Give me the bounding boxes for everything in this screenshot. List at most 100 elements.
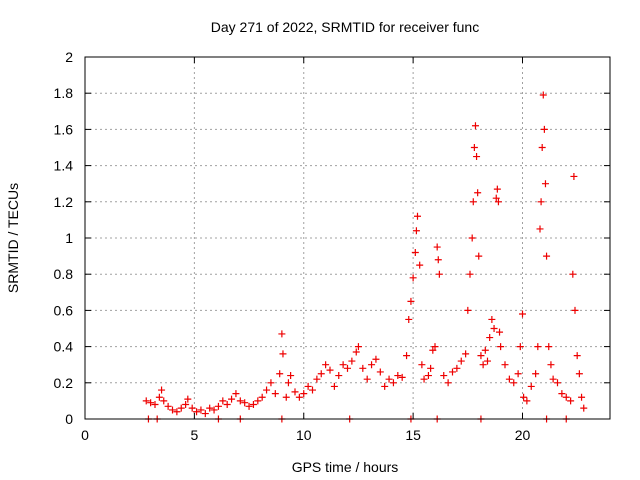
data-point [291,388,299,396]
data-point [534,343,542,351]
data-point [427,364,435,372]
data-point [394,372,402,380]
data-point [496,328,504,336]
y-tick-label: 2 [65,49,73,65]
data-point [440,372,448,380]
data-point [523,397,531,405]
data-point [477,352,485,360]
data-point [245,402,253,410]
data-point [545,343,553,351]
data-point [151,401,159,409]
y-tick-label: 0.4 [54,339,74,355]
plot-frame [84,56,611,420]
x-tick-label: 10 [296,427,312,443]
data-point [473,153,481,161]
data-point [155,393,163,401]
data-point [223,401,231,409]
data-point [177,404,185,412]
data-point [536,225,544,233]
data-point [313,375,321,383]
data-point [505,375,513,383]
y-tick-label: 1.2 [54,194,74,210]
data-point [418,361,426,369]
data-point [444,379,452,387]
data-point [403,352,411,360]
data-point [295,393,303,401]
data-point [407,297,415,305]
data-point [304,382,312,390]
data-point [516,343,524,351]
data-point [210,406,218,414]
data-point [497,343,505,351]
data-point [398,373,406,381]
data-point [519,310,526,318]
data-point [466,270,474,278]
data-point [414,212,421,220]
data-point [547,361,555,369]
data-point [317,370,325,378]
data-point [532,370,540,378]
data-point [520,393,528,401]
data-point [431,343,439,351]
data-point [197,406,205,414]
x-tick-label: 20 [515,427,531,443]
data-point [570,172,578,180]
data-point [263,386,271,394]
data-point [412,227,420,235]
y-tick-label: 0.6 [54,302,74,318]
data-point [578,393,586,401]
data-point [278,330,286,338]
data-point [490,325,498,332]
data-point [300,390,308,398]
data-point [363,375,371,383]
x-tick-label: 15 [405,427,421,443]
data-point [538,144,546,151]
data-point [276,370,284,378]
data-point [372,355,380,363]
data-point [158,386,166,394]
data-point [335,372,343,380]
data-point [193,408,201,416]
data-point [282,393,290,401]
data-point [527,382,535,390]
data-point [464,306,472,314]
data-point [484,357,491,365]
data-point [279,350,287,358]
data-point [540,125,548,133]
data-point [287,372,295,380]
data-point [486,334,494,342]
data-point [228,395,236,403]
data-point [147,399,155,407]
data-point [241,399,249,407]
data-point [326,366,334,374]
data-point [368,361,376,369]
x-tick-label: 5 [190,427,198,443]
data-point [344,364,351,372]
data-point [411,248,419,256]
y-tick-labels: 0 0.2 0.4 0.6 0.8 1 1.2 1.4 1.6 1.8 2 [54,49,74,427]
data-point [541,180,549,188]
data-point [160,397,168,405]
data-point [416,261,424,269]
data-point [580,404,588,412]
y-tick-label: 0.8 [54,266,74,282]
data-point [543,252,551,260]
data-point [537,198,545,206]
data-point [188,404,196,412]
data-point [284,379,292,387]
data-point [573,352,581,360]
data-point [249,401,257,409]
data-point [173,408,181,416]
data-point [352,348,360,356]
data-point [201,410,209,418]
data-point [236,397,244,405]
data-point [385,375,393,383]
data-point [348,357,356,365]
y-tick-label: 0 [65,411,73,427]
data-point [182,401,190,409]
data-point [376,368,384,376]
data-point [514,370,522,378]
data-point [575,370,583,378]
data-point [420,375,428,383]
